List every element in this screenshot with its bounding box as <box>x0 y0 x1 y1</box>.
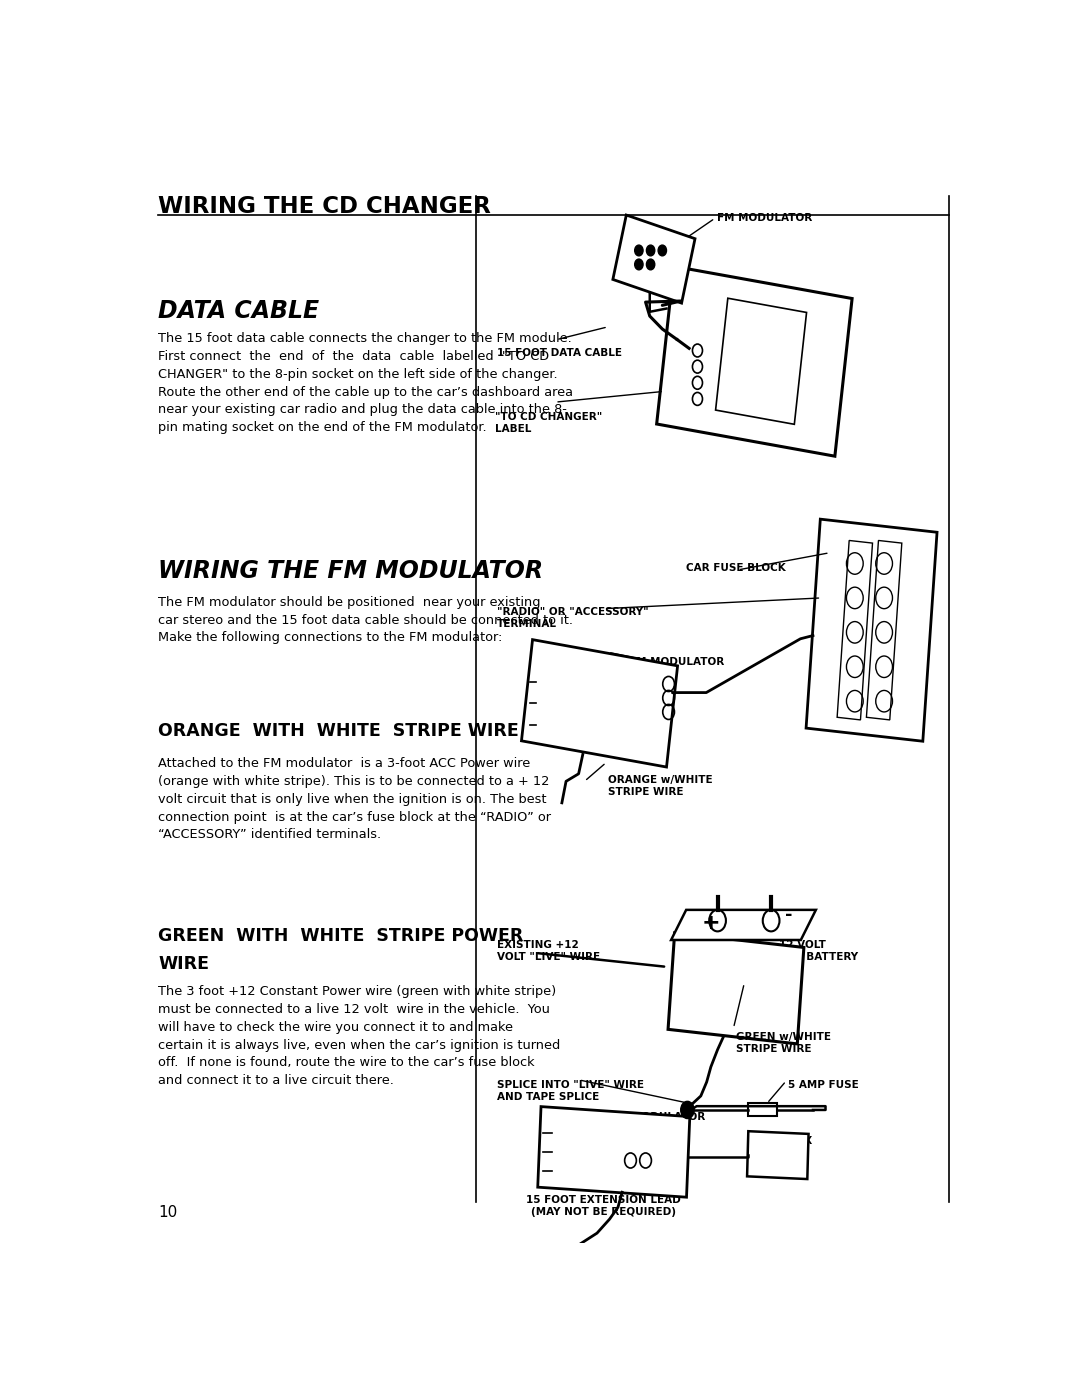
Bar <box>669 933 804 1044</box>
Text: WIRE: WIRE <box>159 956 210 974</box>
Bar <box>538 1106 690 1197</box>
Bar <box>748 1104 778 1116</box>
Circle shape <box>647 258 654 270</box>
Bar <box>716 298 807 425</box>
Circle shape <box>647 244 654 256</box>
Bar <box>747 1132 809 1179</box>
Bar <box>837 541 873 719</box>
Text: FM MODULATOR: FM MODULATOR <box>717 212 812 222</box>
Text: "TO CD CHANGER"
LABEL: "TO CD CHANGER" LABEL <box>495 412 603 434</box>
Polygon shape <box>671 909 815 940</box>
Text: The FM modulator should be positioned  near your existing
car stereo and the 15 : The FM modulator should be positioned ne… <box>159 595 573 644</box>
Circle shape <box>680 1101 694 1119</box>
Text: 10: 10 <box>159 1204 178 1220</box>
Text: CAR FUSE BLOCK: CAR FUSE BLOCK <box>686 563 785 574</box>
Text: The 15 foot data cable connects the changer to the FM module.
First connect  the: The 15 foot data cable connects the chan… <box>159 332 573 434</box>
Text: 5 AMP FUSE: 5 AMP FUSE <box>788 1080 859 1090</box>
Text: 15 FOOT DATA CABLE: 15 FOOT DATA CABLE <box>497 348 622 359</box>
Text: 12 VOLT
CAR BATTERY: 12 VOLT CAR BATTERY <box>780 940 859 963</box>
Text: The 3 foot +12 Constant Power wire (green with white stripe)
must be connected t: The 3 foot +12 Constant Power wire (gree… <box>159 985 561 1087</box>
Text: DATA CABLE: DATA CABLE <box>159 299 320 323</box>
Text: "RADIO" OR "ACCESSORY"
TERMINAL: "RADIO" OR "ACCESSORY" TERMINAL <box>497 606 648 629</box>
Text: FM MODULATOR: FM MODULATOR <box>609 1112 705 1122</box>
Circle shape <box>635 244 643 256</box>
Bar <box>612 215 696 303</box>
Bar <box>657 267 852 457</box>
Text: Attached to the FM modulator  is a 3-foot ACC Power wire
(orange with white stri: Attached to the FM modulator is a 3-foot… <box>159 757 552 841</box>
Bar <box>522 640 677 767</box>
Bar <box>806 520 937 742</box>
Text: ORANGE w/WHITE
STRIPE WIRE: ORANGE w/WHITE STRIPE WIRE <box>608 775 713 798</box>
Bar <box>866 541 902 719</box>
Text: WIRING THE CD CHANGER: WIRING THE CD CHANGER <box>159 194 491 218</box>
Text: EXISTING +12
VOLT "LIVE" WIRE: EXISTING +12 VOLT "LIVE" WIRE <box>497 940 599 963</box>
Text: 15 FOOT EXTENSION LEAD
(MAY NOT BE REQUIRED): 15 FOOT EXTENSION LEAD (MAY NOT BE REQUI… <box>526 1194 681 1217</box>
Text: FILTER BOX: FILTER BOX <box>746 1136 812 1146</box>
Text: -: - <box>784 907 792 925</box>
Text: ORANGE  WITH  WHITE  STRIPE WIRE: ORANGE WITH WHITE STRIPE WIRE <box>159 722 519 739</box>
Text: FM MODULATOR: FM MODULATOR <box>629 657 724 668</box>
Text: +: + <box>702 912 720 933</box>
Circle shape <box>635 258 643 270</box>
Text: WIRING THE FM MODULATOR: WIRING THE FM MODULATOR <box>159 559 543 583</box>
Text: GREEN w/WHITE
STRIPE WIRE: GREEN w/WHITE STRIPE WIRE <box>735 1032 831 1055</box>
Circle shape <box>658 244 666 256</box>
Text: GREEN  WITH  WHITE  STRIPE POWER: GREEN WITH WHITE STRIPE POWER <box>159 928 524 946</box>
Text: SPLICE INTO "LIVE" WIRE
AND TAPE SPLICE: SPLICE INTO "LIVE" WIRE AND TAPE SPLICE <box>497 1080 644 1102</box>
